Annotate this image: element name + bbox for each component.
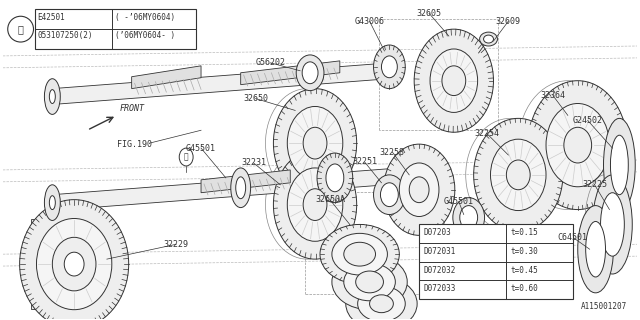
Ellipse shape xyxy=(179,148,193,166)
Ellipse shape xyxy=(273,89,356,198)
Text: C64501: C64501 xyxy=(558,233,588,242)
Ellipse shape xyxy=(356,271,383,293)
Text: 32251: 32251 xyxy=(352,157,377,166)
Ellipse shape xyxy=(479,32,497,46)
Text: A115001207: A115001207 xyxy=(581,302,627,311)
Text: 32231: 32231 xyxy=(241,158,266,167)
Text: D072032: D072032 xyxy=(423,266,456,275)
Ellipse shape xyxy=(358,286,405,320)
Text: 32258: 32258 xyxy=(380,148,405,156)
Ellipse shape xyxy=(326,164,344,192)
Ellipse shape xyxy=(49,90,55,103)
Ellipse shape xyxy=(546,103,609,187)
Text: 32229: 32229 xyxy=(164,240,189,249)
Ellipse shape xyxy=(332,254,407,310)
Text: G43006: G43006 xyxy=(355,17,385,26)
Text: t=0.30: t=0.30 xyxy=(510,247,538,256)
Ellipse shape xyxy=(414,29,493,132)
Text: t=0.45: t=0.45 xyxy=(510,266,538,275)
Text: G45501: G45501 xyxy=(186,144,216,153)
Ellipse shape xyxy=(236,177,246,199)
Text: 32364: 32364 xyxy=(540,91,566,100)
Ellipse shape xyxy=(399,163,439,217)
Polygon shape xyxy=(241,61,340,85)
Text: D072033: D072033 xyxy=(423,284,456,293)
Text: FIG.190: FIG.190 xyxy=(116,140,152,149)
Text: G45501: G45501 xyxy=(444,197,474,206)
Text: 32650A: 32650A xyxy=(315,195,345,204)
Ellipse shape xyxy=(287,107,343,180)
Ellipse shape xyxy=(430,49,477,112)
Text: D07203: D07203 xyxy=(423,228,451,237)
Ellipse shape xyxy=(383,144,455,235)
Ellipse shape xyxy=(346,277,417,320)
Ellipse shape xyxy=(287,168,343,241)
Ellipse shape xyxy=(600,193,625,256)
Ellipse shape xyxy=(332,233,387,275)
Ellipse shape xyxy=(303,127,327,159)
Bar xyxy=(31,220,40,309)
Ellipse shape xyxy=(490,139,546,211)
Ellipse shape xyxy=(320,224,399,284)
Text: 053107250(2): 053107250(2) xyxy=(38,31,93,40)
Polygon shape xyxy=(52,63,389,105)
Ellipse shape xyxy=(52,237,96,291)
Text: D072031: D072031 xyxy=(423,247,456,256)
Bar xyxy=(419,224,573,299)
Ellipse shape xyxy=(484,35,493,43)
Text: 32609: 32609 xyxy=(496,17,521,26)
Ellipse shape xyxy=(474,118,563,231)
Text: ( -’06MY0604): ( -’06MY0604) xyxy=(115,13,175,22)
Ellipse shape xyxy=(578,206,613,293)
Polygon shape xyxy=(52,168,399,211)
Ellipse shape xyxy=(528,81,627,210)
Text: 32225: 32225 xyxy=(582,180,607,189)
Ellipse shape xyxy=(586,221,605,277)
Ellipse shape xyxy=(344,242,376,266)
Ellipse shape xyxy=(49,196,55,210)
Ellipse shape xyxy=(303,189,327,220)
Text: G56202: G56202 xyxy=(255,58,285,67)
Circle shape xyxy=(8,16,33,42)
Ellipse shape xyxy=(317,153,353,203)
Ellipse shape xyxy=(296,55,324,91)
Ellipse shape xyxy=(369,295,394,313)
Ellipse shape xyxy=(506,160,530,190)
Ellipse shape xyxy=(611,135,628,195)
Ellipse shape xyxy=(273,150,356,259)
Ellipse shape xyxy=(460,206,477,229)
Ellipse shape xyxy=(381,56,397,78)
Ellipse shape xyxy=(409,177,429,203)
Ellipse shape xyxy=(44,79,60,114)
Text: (’06MY0604- ): (’06MY0604- ) xyxy=(115,31,175,40)
Text: 32605: 32605 xyxy=(417,9,442,18)
Text: FRONT: FRONT xyxy=(120,104,145,113)
Text: t=0.15: t=0.15 xyxy=(510,228,538,237)
Ellipse shape xyxy=(593,175,632,274)
Ellipse shape xyxy=(231,168,251,208)
Ellipse shape xyxy=(64,252,84,276)
Ellipse shape xyxy=(374,175,405,214)
Ellipse shape xyxy=(453,198,484,237)
Ellipse shape xyxy=(380,183,398,207)
Ellipse shape xyxy=(20,200,129,320)
Polygon shape xyxy=(201,170,291,193)
Text: E42501: E42501 xyxy=(38,13,65,22)
Ellipse shape xyxy=(302,62,318,84)
Text: 32650: 32650 xyxy=(243,94,268,103)
Ellipse shape xyxy=(564,127,591,163)
Ellipse shape xyxy=(604,118,636,212)
Text: t=0.60: t=0.60 xyxy=(510,284,538,293)
Text: 32254: 32254 xyxy=(474,129,499,138)
Polygon shape xyxy=(132,66,201,89)
Ellipse shape xyxy=(442,66,466,96)
Ellipse shape xyxy=(344,263,396,301)
Text: ①: ① xyxy=(184,153,189,162)
Ellipse shape xyxy=(36,219,112,310)
Bar xyxy=(35,9,196,49)
Text: G24502: G24502 xyxy=(573,116,603,125)
Ellipse shape xyxy=(44,185,60,220)
Text: ①: ① xyxy=(18,24,24,34)
Ellipse shape xyxy=(374,45,405,89)
